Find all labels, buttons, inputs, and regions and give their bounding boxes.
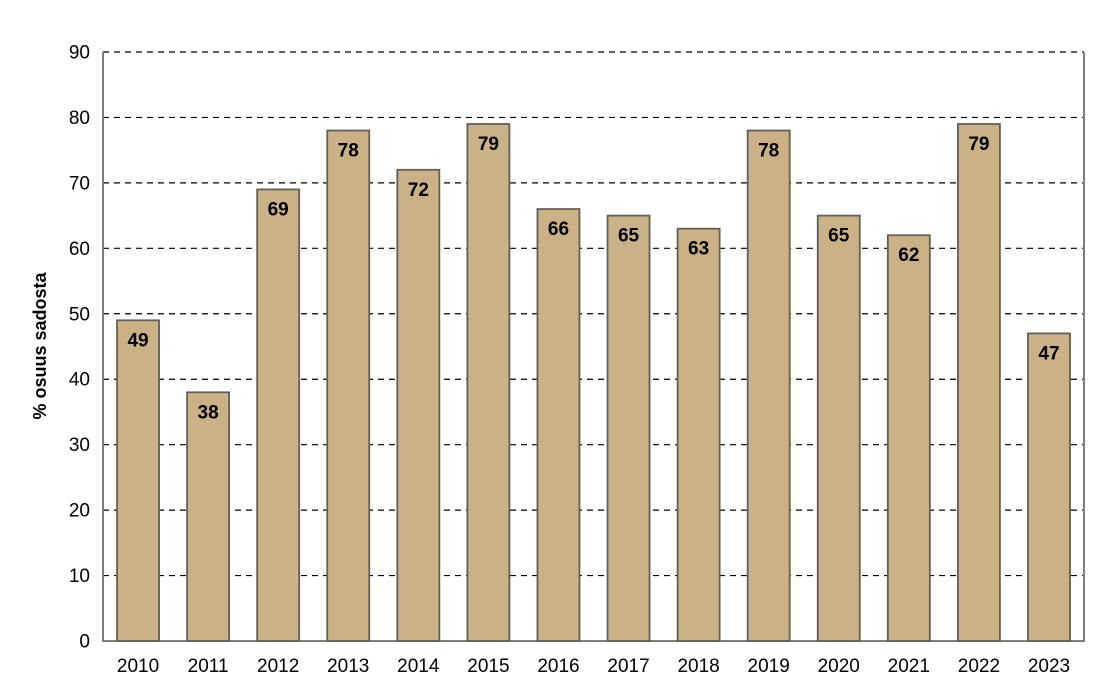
y-tick-label-20: 20 bbox=[69, 501, 90, 522]
x-tick-label-2015: 2015 bbox=[467, 656, 509, 677]
bar-value-label-2015: 79 bbox=[478, 134, 499, 155]
bar-2023 bbox=[1027, 332, 1071, 642]
bar-2012 bbox=[256, 188, 301, 642]
labels: 0 10 20 30 40 50 60 70 80 90 49 2010 38 2011 69 2012 78 2… bbox=[69, 43, 1070, 678]
y-axis-title: % osuus sadosta bbox=[30, 271, 50, 419]
bar-value-label-2010: 49 bbox=[127, 330, 148, 351]
axes bbox=[102, 52, 1085, 642]
x-tick-label-2010: 2010 bbox=[117, 656, 159, 677]
x-tick-label-2017: 2017 bbox=[607, 656, 649, 677]
bar-value-label-2018: 63 bbox=[688, 239, 709, 260]
bar-value-label-2012: 69 bbox=[268, 199, 289, 220]
x-tick-label-2018: 2018 bbox=[677, 656, 719, 677]
x-tick-label-2012: 2012 bbox=[257, 656, 299, 677]
x-tick-label-2016: 2016 bbox=[537, 656, 579, 677]
x-tick-label-2020: 2020 bbox=[818, 656, 860, 677]
bar-value-label-2014: 72 bbox=[408, 180, 429, 201]
bar-value-label-2016: 66 bbox=[548, 219, 569, 240]
bar-2015 bbox=[466, 123, 511, 642]
y-tick-label-40: 40 bbox=[69, 370, 90, 391]
y-tick-label-30: 30 bbox=[69, 435, 90, 456]
bar-value-label-2023: 47 bbox=[1038, 343, 1059, 364]
x-tick-label-2021: 2021 bbox=[888, 656, 930, 677]
bar-value-label-2020: 65 bbox=[828, 226, 850, 247]
bar-2020 bbox=[816, 214, 861, 642]
x-tick-label-2023: 2023 bbox=[1028, 656, 1070, 677]
bar-value-label-2021: 62 bbox=[898, 245, 919, 266]
x-tick-label-2022: 2022 bbox=[958, 656, 1000, 677]
y-tick-label-0: 0 bbox=[79, 632, 90, 653]
bar-2017 bbox=[606, 214, 651, 642]
bar-2014 bbox=[396, 168, 441, 642]
bars bbox=[116, 123, 1071, 642]
y-tick-label-90: 90 bbox=[69, 43, 90, 64]
bar-2019 bbox=[746, 129, 791, 642]
gridlines bbox=[103, 51, 1084, 577]
x-tick-label-2013: 2013 bbox=[327, 656, 369, 677]
x-tick-label-2019: 2019 bbox=[748, 656, 790, 677]
bar-2010 bbox=[116, 319, 160, 642]
bar-value-label-2019: 78 bbox=[758, 141, 779, 162]
bar-value-label-2017: 65 bbox=[618, 226, 640, 247]
y-tick-label-80: 80 bbox=[69, 108, 90, 129]
x-tick-label-2014: 2014 bbox=[397, 656, 440, 677]
bar-2011 bbox=[186, 391, 231, 642]
bar-2013 bbox=[326, 129, 371, 642]
bar-2022 bbox=[956, 123, 1001, 642]
x-tick-label-2011: 2011 bbox=[188, 656, 229, 677]
y-tick-label-10: 10 bbox=[69, 566, 90, 587]
bar-value-label-2011: 38 bbox=[198, 402, 219, 423]
bar-2021 bbox=[886, 234, 931, 642]
bar-2018 bbox=[676, 227, 721, 642]
y-tick-label-70: 70 bbox=[69, 173, 90, 194]
bar-value-label-2022: 79 bbox=[968, 134, 989, 155]
bar-2016 bbox=[536, 208, 581, 642]
y-tick-label-50: 50 bbox=[69, 304, 90, 325]
bar-value-label-2013: 78 bbox=[338, 141, 359, 162]
y-tick-label-60: 60 bbox=[69, 239, 90, 260]
